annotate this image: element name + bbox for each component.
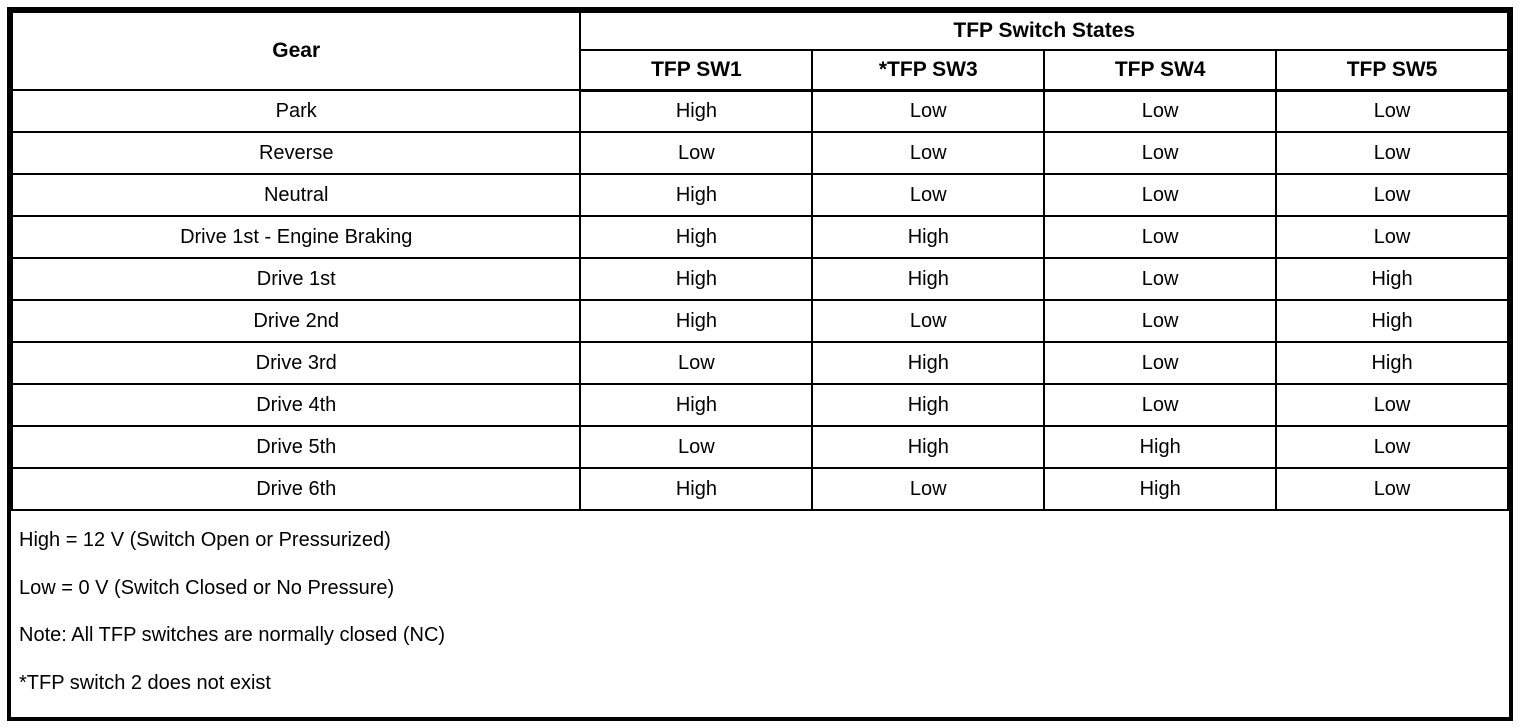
gear-column-header: Gear [11, 11, 582, 91]
switch-state-cell: Low [811, 173, 1046, 217]
switch-state-cell: High [1275, 341, 1509, 385]
table-row-drive5: Drive 5th Low High High Low [11, 425, 1509, 469]
switch-state-cell: Low [579, 341, 814, 385]
switch-state-cell: Low [1043, 299, 1278, 343]
switch-state-cell: Low [1043, 131, 1278, 175]
switch-state-cell: Low [811, 299, 1046, 343]
switch-state-cell: Low [1275, 215, 1509, 259]
gear-cell: Drive 4th [11, 383, 582, 427]
table-row-drive3: Drive 3rd Low High Low High [11, 341, 1509, 385]
switch-state-cell: High [579, 467, 814, 511]
gear-cell: Drive 6th [11, 467, 582, 511]
switch-state-cell: Low [579, 131, 814, 175]
column-header-tfp-sw3: *TFP SW3 [811, 49, 1046, 92]
column-header-tfp-sw1: TFP SW1 [579, 49, 814, 92]
switch-state-cell: High [811, 383, 1046, 427]
switch-state-cell: High [579, 383, 814, 427]
switch-state-cell: High [579, 89, 814, 133]
group-header-row: Gear TFP Switch States [11, 11, 1509, 91]
table-row-drive1-engine-braking: Drive 1st - Engine Braking High High Low… [11, 215, 1509, 259]
switch-state-cell: Low [1275, 467, 1509, 511]
footnotes: High = 12 V (Switch Open or Pressurized)… [11, 511, 1509, 717]
note-normally-closed: Note: All TFP switches are normally clos… [19, 624, 446, 647]
table-row-reverse: Reverse Low Low Low Low [11, 131, 1509, 175]
switch-state-cell: Low [1043, 257, 1278, 301]
switch-state-cell: Low [811, 89, 1046, 133]
gear-cell: Drive 1st - Engine Braking [11, 215, 582, 259]
switch-state-cell: Low [1043, 173, 1278, 217]
switch-state-cell: High [1043, 425, 1278, 469]
note-high-definition: High = 12 V (Switch Open or Pressurized) [19, 529, 391, 552]
switch-state-cell: High [811, 257, 1046, 301]
switch-state-cell: High [1275, 257, 1509, 301]
switch-state-cell: Low [811, 467, 1046, 511]
switch-state-cell: High [579, 215, 814, 259]
switch-state-cell: Low [1043, 383, 1278, 427]
switch-state-cell: Low [579, 425, 814, 469]
switch-state-cell: High [579, 173, 814, 217]
switch-state-cell: High [579, 257, 814, 301]
switch-state-cell: High [1043, 467, 1278, 511]
table-row-neutral: Neutral High Low Low Low [11, 173, 1509, 217]
switch-state-cell: Low [1043, 341, 1278, 385]
switch-state-cell: Low [1275, 173, 1509, 217]
gear-cell: Drive 1st [11, 257, 582, 301]
switch-state-cell: Low [1043, 89, 1278, 133]
switch-state-cell: High [579, 299, 814, 343]
gear-cell: Drive 2nd [11, 299, 582, 343]
gear-cell: Drive 3rd [11, 341, 582, 385]
switch-state-cell: Low [1043, 215, 1278, 259]
gear-cell: Neutral [11, 173, 582, 217]
switch-state-cell: Low [811, 131, 1046, 175]
tfp-switch-states-table: Gear TFP Switch States TFP SW1 *TFP SW3 … [7, 7, 1513, 721]
gear-cell: Reverse [11, 131, 582, 175]
switch-state-cell: High [811, 425, 1046, 469]
table-row-drive6: Drive 6th High Low High Low [11, 467, 1509, 511]
table-row-drive4: Drive 4th High High Low Low [11, 383, 1509, 427]
table-row-drive1: Drive 1st High High Low High [11, 257, 1509, 301]
switch-states-grid: Gear TFP Switch States TFP SW1 *TFP SW3 … [11, 11, 1509, 511]
gear-cell: Drive 5th [11, 425, 582, 469]
gear-cell: Park [11, 89, 582, 133]
switch-state-cell: Low [1275, 383, 1509, 427]
switch-state-cell: Low [1275, 131, 1509, 175]
table-row-drive2: Drive 2nd High Low Low High [11, 299, 1509, 343]
switch-state-cell: High [811, 341, 1046, 385]
note-switch2-does-not-exist: *TFP switch 2 does not exist [19, 671, 271, 694]
column-header-tfp-sw5: TFP SW5 [1275, 49, 1509, 92]
switch-state-cell: High [1275, 299, 1509, 343]
column-header-row: TFP SW1 *TFP SW3 TFP SW4 TFP SW5 [12, 49, 1509, 92]
switch-state-cell: Low [1275, 89, 1509, 133]
note-low-definition: Low = 0 V (Switch Closed or No Pressure) [19, 576, 395, 599]
column-header-tfp-sw4: TFP SW4 [1043, 49, 1278, 92]
switch-state-cell: High [811, 215, 1046, 259]
group-header-tfp-switch-states: TFP Switch States [579, 11, 1509, 51]
switch-state-cell: Low [1275, 425, 1509, 469]
table-row-park: Park High Low Low Low [11, 89, 1509, 133]
